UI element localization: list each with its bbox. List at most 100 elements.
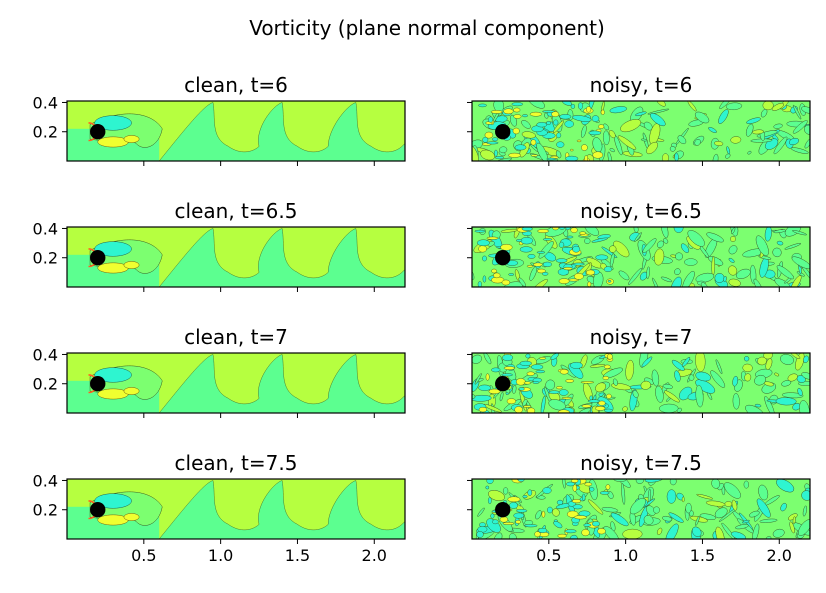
noise-wake-blob — [511, 102, 523, 107]
noise-blob — [695, 353, 706, 372]
noise-blob — [613, 240, 630, 258]
noise-blob — [654, 248, 665, 266]
noise-wake-blob — [478, 103, 487, 108]
noise-wake-blob — [503, 366, 516, 370]
noise-wake-blob — [490, 110, 503, 114]
noise-wake-blob — [487, 497, 492, 504]
noise-wake-blob — [494, 149, 498, 157]
noise-blob — [682, 356, 691, 367]
subplot-title: clean, t=6.5 — [175, 199, 298, 223]
noise-blob — [784, 243, 802, 250]
noise-wake-blob — [488, 388, 501, 395]
axes-frame — [66, 478, 406, 540]
cylinder-obstacle — [495, 124, 511, 140]
noise-wake-blob — [541, 510, 546, 518]
noise-blob — [670, 276, 682, 287]
noise-blob — [552, 120, 564, 134]
axes-frame — [471, 352, 811, 414]
noise-wake-blob — [564, 529, 577, 534]
noise-wake-blob — [520, 237, 533, 245]
noise-blob — [694, 139, 701, 146]
noise-blob — [735, 268, 751, 279]
noise-wake-blob — [606, 393, 612, 399]
noise-blob — [668, 512, 684, 523]
noise-blob — [632, 390, 639, 398]
noise-wake-blob — [605, 484, 611, 490]
noise-blob — [538, 241, 554, 259]
noise-blob — [617, 135, 637, 150]
noise-blob — [553, 521, 563, 529]
panels: clean, t=6 0.2 0.4 noisy, t=6 clean, t=6.5 0.… — [33, 73, 811, 565]
noise-wake-blob — [598, 124, 605, 129]
noise-blob — [620, 119, 642, 133]
vorticity-field — [472, 353, 810, 413]
noise-blob — [618, 270, 630, 281]
axes-frame — [66, 226, 406, 288]
noise-blob — [655, 385, 664, 403]
noise-blob — [747, 150, 752, 155]
noise-wake-blob — [532, 381, 540, 384]
subplot-title: noisy, t=7 — [590, 325, 693, 349]
noise-wake-blob — [555, 258, 568, 263]
noise-wake-blob — [515, 520, 521, 524]
noise-blob — [758, 484, 769, 501]
noise-wake-blob — [503, 108, 514, 115]
noise-blob — [607, 151, 613, 161]
field-lower-wave — [67, 228, 405, 287]
noise-blob — [572, 115, 592, 122]
vorticity-field — [67, 227, 405, 287]
x-tick-label: 2.0 — [767, 546, 792, 565]
noise-blob — [744, 356, 750, 362]
noise-wake-blob — [565, 155, 579, 161]
noise-wake-blob — [502, 354, 513, 361]
noise-wake-blob — [573, 273, 584, 280]
noise-wake-blob — [536, 122, 547, 128]
field-lower-wave — [67, 354, 405, 413]
noise-blob — [696, 493, 714, 500]
axes-frame — [471, 478, 811, 540]
noise-blob — [775, 397, 797, 406]
noise-blob — [764, 396, 775, 413]
subplot-4: noisy, t=6.5 — [467, 199, 811, 292]
noise-blob — [732, 375, 739, 387]
noise-blob — [773, 136, 788, 155]
noise-wake-blob — [486, 141, 499, 145]
subplot-title: clean, t=6 — [184, 73, 288, 97]
noise-wake-blob — [537, 268, 546, 274]
noise-blob — [728, 257, 735, 263]
noise-blob — [695, 379, 716, 394]
noise-wake-blob — [491, 367, 501, 373]
subplot-2: noisy, t=6 — [467, 73, 811, 166]
vortex-core-negative-2 — [123, 513, 140, 521]
noise-blob — [725, 153, 731, 159]
noise-wake-blob — [482, 275, 487, 283]
noise-blob — [753, 278, 764, 287]
noise-blob — [797, 387, 803, 397]
noise-wake-blob — [513, 107, 521, 113]
noise-wake-blob — [474, 229, 486, 233]
noise-wake-blob — [521, 227, 533, 231]
vortex-core-positive — [94, 367, 132, 383]
noise-wake-blob — [607, 280, 612, 283]
noise-blob — [728, 265, 738, 276]
noise-blob — [725, 102, 743, 111]
noise-blob — [646, 141, 658, 155]
noise-blob — [772, 528, 785, 538]
figure-title: Vorticity (plane normal component) — [249, 16, 605, 40]
noise-wake-blob — [485, 485, 490, 490]
noise-blob — [710, 370, 726, 388]
noise-blob — [535, 510, 542, 520]
subplot-6: noisy, t=7 — [467, 325, 811, 418]
noise-wake-blob — [578, 102, 583, 110]
noise-blob — [602, 130, 610, 146]
noise-wake-blob — [517, 479, 525, 482]
noise-blob — [634, 111, 647, 117]
noise-wake-blob — [581, 144, 588, 151]
vortex-core-positive — [94, 241, 132, 257]
noise-blob — [675, 252, 683, 261]
noise-wake-blob — [533, 262, 543, 267]
noise-blob — [792, 120, 808, 134]
noise-wake-blob — [516, 378, 526, 386]
noise-blob — [622, 528, 643, 539]
noise-blob — [754, 374, 767, 386]
